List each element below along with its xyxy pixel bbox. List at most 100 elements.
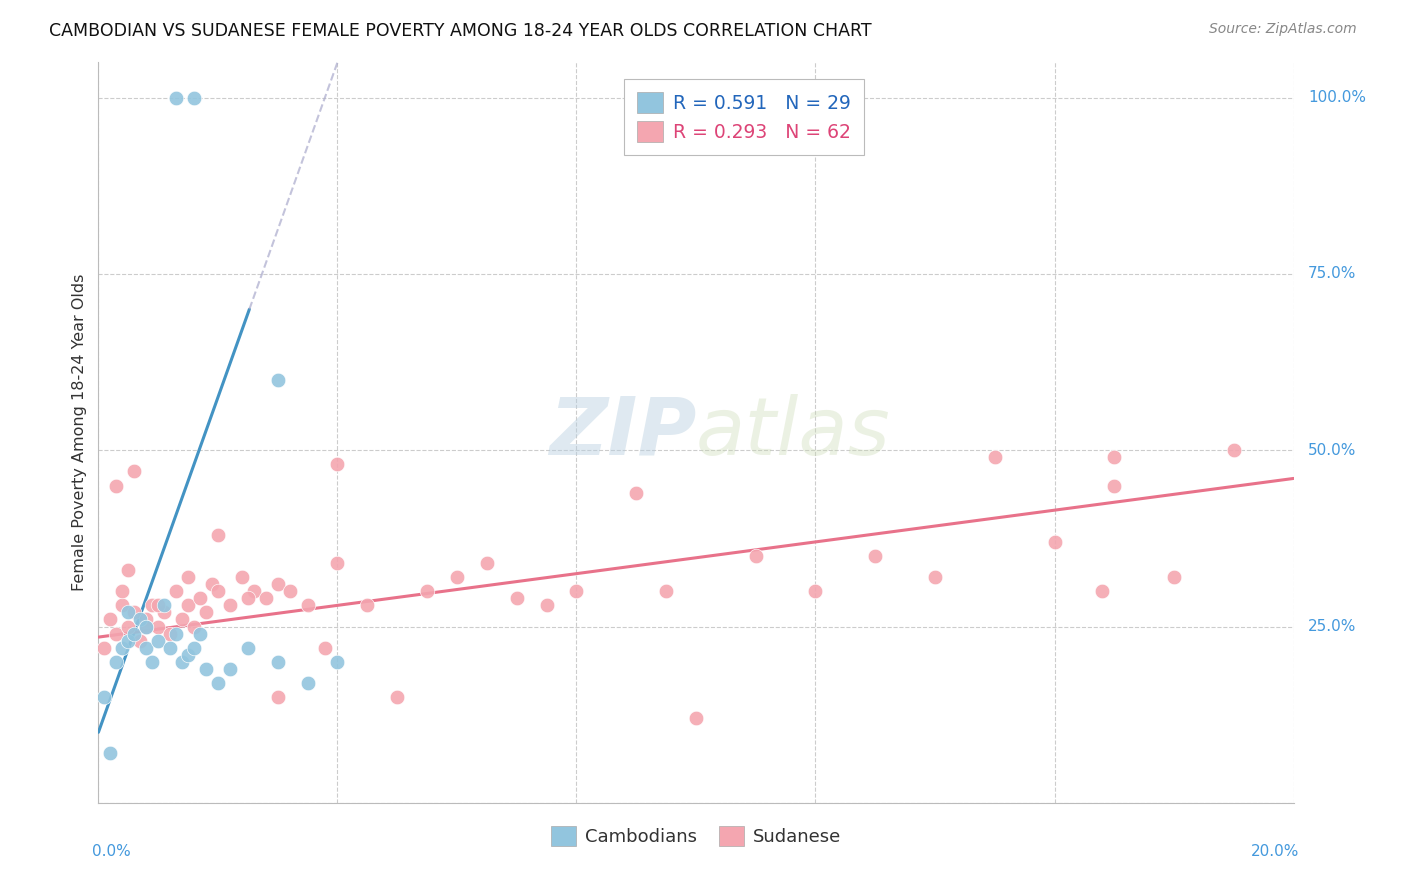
Point bbox=[172, 655, 194, 669]
Point bbox=[141, 599, 163, 613]
Point bbox=[626, 485, 648, 500]
Point bbox=[804, 584, 827, 599]
Point bbox=[148, 619, 170, 633]
Point bbox=[267, 373, 290, 387]
Text: CAMBODIAN VS SUDANESE FEMALE POVERTY AMONG 18-24 YEAR OLDS CORRELATION CHART: CAMBODIAN VS SUDANESE FEMALE POVERTY AMO… bbox=[49, 22, 872, 40]
Point bbox=[105, 478, 128, 492]
Point bbox=[148, 633, 170, 648]
Point bbox=[207, 676, 229, 690]
Point bbox=[745, 549, 768, 563]
Point bbox=[207, 584, 229, 599]
Point bbox=[195, 662, 218, 676]
Point bbox=[201, 577, 224, 591]
Point bbox=[177, 648, 200, 662]
Point bbox=[188, 591, 211, 606]
Point bbox=[1163, 570, 1185, 584]
Text: Source: ZipAtlas.com: Source: ZipAtlas.com bbox=[1209, 22, 1357, 37]
Text: 75.0%: 75.0% bbox=[1308, 267, 1357, 282]
Text: 25.0%: 25.0% bbox=[1308, 619, 1357, 634]
Point bbox=[1043, 535, 1066, 549]
Point bbox=[111, 599, 134, 613]
Point bbox=[124, 606, 146, 620]
Point bbox=[536, 599, 558, 613]
Point bbox=[267, 655, 290, 669]
Point bbox=[141, 655, 163, 669]
Point bbox=[135, 619, 157, 633]
Point bbox=[1104, 450, 1126, 465]
Point bbox=[153, 606, 176, 620]
Point bbox=[111, 640, 134, 655]
Point bbox=[416, 584, 439, 599]
Point bbox=[98, 747, 122, 761]
Point bbox=[129, 633, 152, 648]
Point bbox=[475, 556, 498, 570]
Point bbox=[236, 640, 259, 655]
Point bbox=[129, 612, 152, 626]
Point bbox=[98, 612, 122, 626]
Point bbox=[207, 528, 229, 542]
Point bbox=[105, 655, 128, 669]
Point bbox=[685, 711, 707, 725]
Point bbox=[297, 599, 319, 613]
Point bbox=[135, 619, 157, 633]
Text: 100.0%: 100.0% bbox=[1308, 90, 1365, 105]
Point bbox=[135, 612, 157, 626]
Point bbox=[93, 690, 115, 704]
Point bbox=[105, 626, 128, 640]
Point bbox=[117, 633, 139, 648]
Point bbox=[326, 655, 349, 669]
Point bbox=[655, 584, 678, 599]
Point bbox=[93, 640, 115, 655]
Point bbox=[188, 626, 211, 640]
Point bbox=[506, 591, 529, 606]
Point bbox=[177, 599, 200, 613]
Point bbox=[297, 676, 319, 690]
Text: 20.0%: 20.0% bbox=[1251, 844, 1299, 858]
Point bbox=[326, 458, 349, 472]
Text: 50.0%: 50.0% bbox=[1308, 442, 1357, 458]
Point bbox=[117, 606, 139, 620]
Point bbox=[565, 584, 588, 599]
Point bbox=[356, 599, 378, 613]
Point bbox=[1091, 584, 1114, 599]
Point bbox=[148, 599, 170, 613]
Point bbox=[231, 570, 253, 584]
Point bbox=[183, 91, 205, 105]
Text: 0.0%: 0.0% bbox=[93, 844, 131, 858]
Point bbox=[165, 584, 187, 599]
Text: atlas: atlas bbox=[696, 393, 891, 472]
Point bbox=[278, 584, 301, 599]
Point bbox=[446, 570, 468, 584]
Point bbox=[219, 662, 242, 676]
Text: ZIP: ZIP bbox=[548, 393, 696, 472]
Point bbox=[385, 690, 409, 704]
Point bbox=[159, 626, 181, 640]
Point bbox=[135, 640, 157, 655]
Point bbox=[183, 619, 205, 633]
Point bbox=[195, 606, 218, 620]
Point bbox=[124, 626, 146, 640]
Point bbox=[172, 612, 194, 626]
Point bbox=[865, 549, 887, 563]
Point bbox=[165, 626, 187, 640]
Point bbox=[1223, 443, 1246, 458]
Point bbox=[315, 640, 337, 655]
Point bbox=[117, 563, 139, 577]
Point bbox=[124, 464, 146, 478]
Point bbox=[243, 584, 266, 599]
Point bbox=[1104, 478, 1126, 492]
Point bbox=[267, 577, 290, 591]
Point bbox=[219, 599, 242, 613]
Point bbox=[984, 450, 1007, 465]
Point bbox=[159, 640, 181, 655]
Point bbox=[165, 91, 187, 105]
Legend: Cambodians, Sudanese: Cambodians, Sudanese bbox=[544, 819, 848, 853]
Point bbox=[924, 570, 946, 584]
Point bbox=[236, 591, 259, 606]
Point bbox=[254, 591, 277, 606]
Point bbox=[153, 599, 176, 613]
Point bbox=[177, 570, 200, 584]
Point bbox=[326, 556, 349, 570]
Point bbox=[111, 584, 134, 599]
Y-axis label: Female Poverty Among 18-24 Year Olds: Female Poverty Among 18-24 Year Olds bbox=[72, 274, 87, 591]
